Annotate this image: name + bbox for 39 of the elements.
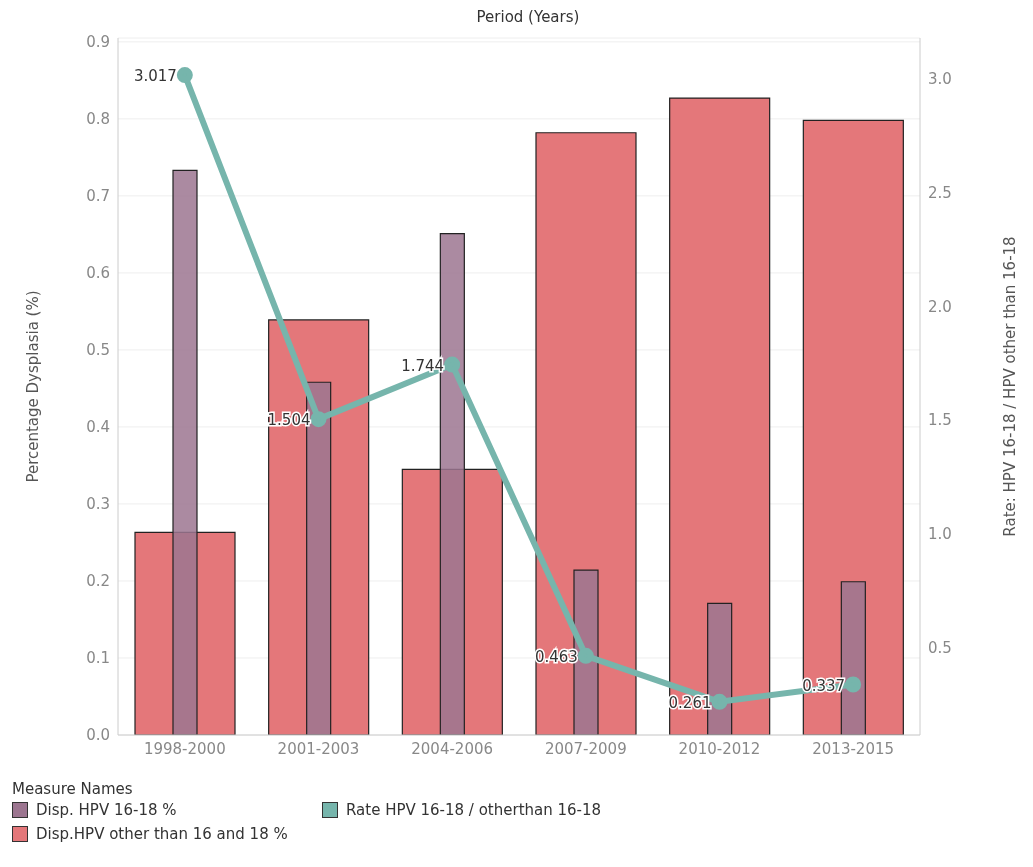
x-tick-label: 2001-2003 xyxy=(277,739,360,758)
legend-label: Rate HPV 16-18 / otherthan 16-18 xyxy=(346,801,602,819)
x-tick-label: 2013-2015 xyxy=(812,739,895,758)
x-tick-label: 2007-2009 xyxy=(544,739,627,758)
y-tick-label: 0.3 xyxy=(86,495,110,514)
y-tick-label: 0.6 xyxy=(86,264,110,283)
point xyxy=(310,411,327,428)
legend-label: Disp. HPV 16-18 % xyxy=(36,801,177,819)
point xyxy=(444,356,461,373)
y2-tick-label: 1.0 xyxy=(928,525,952,544)
y-tick-label: 0.4 xyxy=(86,418,110,437)
x-tick-label: 2004-2006 xyxy=(411,739,494,758)
y-tick-label: 0.8 xyxy=(86,110,110,129)
x-axis-title: Period (Years) xyxy=(475,8,581,28)
point xyxy=(845,676,862,693)
y-tick-label: 0.2 xyxy=(86,572,110,591)
y-tick-label: 0.9 xyxy=(86,33,110,52)
point xyxy=(711,693,728,710)
y-tick-label: 0.7 xyxy=(86,187,110,206)
y-tick-label: 0.1 xyxy=(86,649,110,668)
bar xyxy=(802,119,904,735)
y2-tick-label: 2.5 xyxy=(928,183,952,202)
bar xyxy=(669,97,771,735)
point xyxy=(577,647,594,664)
y2-axis-title: Rate: HPV 16-18 / HPV other than 16-18 xyxy=(1001,236,1020,537)
y2-tick-label: 0.5 xyxy=(928,638,952,657)
y-tick-label: 0.5 xyxy=(86,341,110,360)
y2-tick-label: 2.0 xyxy=(928,297,952,316)
y2-tick-label: 3.0 xyxy=(928,70,952,89)
data-label: 3.017 xyxy=(133,67,177,86)
legend-label: Disp.HPV other than 16 and 18 % xyxy=(36,825,288,843)
bar xyxy=(535,132,637,735)
y-axis-title: Percentage Dysplasia (%) xyxy=(24,290,43,483)
x-tick-label: 1998-2000 xyxy=(143,739,226,758)
x-tick-label: 2010-2012 xyxy=(678,739,761,758)
y2-tick-label: 1.5 xyxy=(928,411,952,430)
legend-title: Measure Names xyxy=(12,780,134,798)
point xyxy=(176,67,193,84)
y-tick-label: 0.0 xyxy=(86,726,110,745)
